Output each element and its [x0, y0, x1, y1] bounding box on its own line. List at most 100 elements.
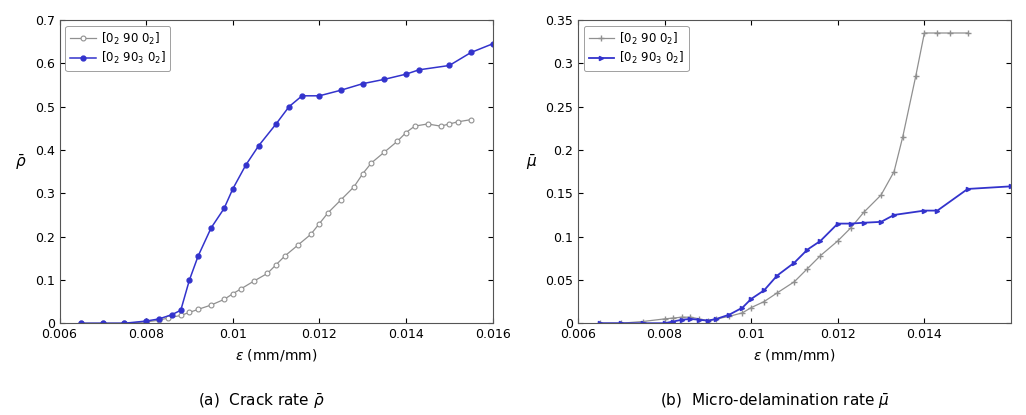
$[0_2\ 90_3\ 0_2]$ [659, 321, 671, 326]
$[0_2\ 90_3\ 0_2]$ [379, 77, 391, 82]
$[0_2\ 90\ 0_2]$ [465, 117, 477, 122]
$[0_2\ 90\ 0_2]$ [637, 319, 649, 324]
$[0_2\ 90_3\ 0_2]$ [75, 321, 87, 326]
$[0_2\ 90_3\ 0_2]$ [334, 88, 347, 93]
$[0_2\ 90_3\ 0_2]$ [240, 163, 252, 168]
$[0_2\ 90\ 0_2]$ [192, 307, 204, 312]
$[0_2\ 90\ 0_2]$ [875, 193, 887, 198]
Line: $[0_2\ 90\ 0_2]$: $[0_2\ 90\ 0_2]$ [597, 30, 971, 326]
$[0_2\ 90\ 0_2]$ [676, 315, 688, 320]
Line: $[0_2\ 90\ 0_2]$: $[0_2\ 90\ 0_2]$ [79, 117, 473, 326]
Legend: $[0_2\ 90\ 0_2]$, $[0_2\ 90_3\ 0_2]$: $[0_2\ 90\ 0_2]$, $[0_2\ 90_3\ 0_2]$ [584, 26, 688, 71]
Text: (b)  Micro-delamination rate $\bar{\mu}$: (b) Micro-delamination rate $\bar{\mu}$ [660, 392, 890, 411]
$[0_2\ 90_3\ 0_2]$ [858, 220, 870, 225]
$[0_2\ 90_3\ 0_2]$ [676, 317, 688, 322]
$[0_2\ 90\ 0_2]$ [322, 210, 334, 215]
$[0_2\ 90\ 0_2]$ [174, 313, 187, 318]
$[0_2\ 90\ 0_2]$ [379, 150, 391, 155]
$[0_2\ 90\ 0_2]$ [391, 139, 403, 144]
$[0_2\ 90\ 0_2]$ [291, 243, 304, 248]
$[0_2\ 90\ 0_2]$ [140, 320, 152, 325]
$[0_2\ 90_3\ 0_2]$ [788, 260, 800, 265]
$[0_2\ 90\ 0_2]$ [443, 122, 456, 127]
$[0_2\ 90_3\ 0_2]$ [844, 221, 857, 226]
$[0_2\ 90_3\ 0_2]$ [218, 206, 230, 211]
$[0_2\ 90\ 0_2]$ [96, 321, 109, 326]
$[0_2\ 90\ 0_2]$ [815, 253, 827, 258]
$[0_2\ 90\ 0_2]$ [400, 130, 412, 135]
$[0_2\ 90_3\ 0_2]$ [875, 220, 887, 225]
$[0_2\ 90\ 0_2]$ [422, 122, 434, 127]
$[0_2\ 90_3\ 0_2]$ [918, 208, 931, 213]
$[0_2\ 90\ 0_2]$ [162, 315, 174, 320]
$[0_2\ 90\ 0_2]$ [75, 321, 87, 326]
$[0_2\ 90\ 0_2]$ [788, 279, 800, 284]
$[0_2\ 90_3\ 0_2]$ [357, 81, 369, 86]
$[0_2\ 90_3\ 0_2]$ [1004, 184, 1017, 189]
$[0_2\ 90\ 0_2]$ [334, 197, 347, 202]
$[0_2\ 90_3\ 0_2]$ [252, 143, 265, 148]
$[0_2\ 90_3\ 0_2]$ [184, 277, 196, 282]
Line: $[0_2\ 90_3\ 0_2]$: $[0_2\ 90_3\ 0_2]$ [79, 42, 496, 326]
$[0_2\ 90_3\ 0_2]$ [465, 50, 477, 55]
$[0_2\ 90_3\ 0_2]$ [758, 288, 771, 293]
$[0_2\ 90\ 0_2]$ [365, 161, 378, 166]
$[0_2\ 90\ 0_2]$ [262, 271, 274, 276]
$[0_2\ 90\ 0_2]$ [771, 290, 783, 295]
$[0_2\ 90_3\ 0_2]$ [815, 239, 827, 244]
X-axis label: $\varepsilon$ (mm/mm): $\varepsilon$ (mm/mm) [753, 347, 835, 363]
$[0_2\ 90_3\ 0_2]$ [192, 254, 204, 259]
$[0_2\ 90_3\ 0_2]$ [832, 221, 844, 226]
$[0_2\ 90\ 0_2]$ [248, 278, 261, 283]
$[0_2\ 90\ 0_2]$ [758, 299, 771, 304]
$[0_2\ 90\ 0_2]$ [305, 232, 317, 237]
$[0_2\ 90\ 0_2]$ [235, 286, 247, 291]
$[0_2\ 90_3\ 0_2]$ [412, 67, 425, 72]
$[0_2\ 90\ 0_2]$ [693, 316, 705, 321]
$[0_2\ 90_3\ 0_2]$ [710, 316, 722, 321]
$[0_2\ 90_3\ 0_2]$ [400, 72, 412, 77]
$[0_2\ 90_3\ 0_2]$ [118, 321, 130, 326]
$[0_2\ 90\ 0_2]$ [348, 184, 360, 189]
$[0_2\ 90_3\ 0_2]$ [615, 321, 627, 326]
$[0_2\ 90\ 0_2]$ [801, 266, 814, 271]
$[0_2\ 90_3\ 0_2]$ [593, 321, 605, 326]
$[0_2\ 90\ 0_2]$ [184, 310, 196, 315]
$[0_2\ 90_3\ 0_2]$ [96, 321, 109, 326]
$[0_2\ 90_3\ 0_2]$ [667, 319, 679, 324]
$[0_2\ 90\ 0_2]$ [745, 305, 757, 310]
$[0_2\ 90_3\ 0_2]$ [486, 42, 499, 46]
$[0_2\ 90\ 0_2]$ [434, 124, 446, 129]
$[0_2\ 90_3\ 0_2]$ [961, 186, 974, 191]
$[0_2\ 90_3\ 0_2]$ [443, 63, 456, 68]
$[0_2\ 90\ 0_2]$ [118, 321, 130, 326]
$[0_2\ 90\ 0_2]$ [313, 221, 325, 226]
$[0_2\ 90_3\ 0_2]$ [887, 212, 900, 217]
$[0_2\ 90\ 0_2]$ [887, 169, 900, 174]
$[0_2\ 90_3\ 0_2]$ [295, 93, 308, 98]
$[0_2\ 90_3\ 0_2]$ [737, 305, 749, 310]
$[0_2\ 90\ 0_2]$ [684, 315, 697, 320]
$[0_2\ 90\ 0_2]$ [932, 31, 944, 36]
$[0_2\ 90_3\ 0_2]$ [637, 321, 649, 326]
$[0_2\ 90_3\ 0_2]$ [174, 308, 187, 313]
$[0_2\ 90\ 0_2]$ [844, 225, 857, 230]
$[0_2\ 90_3\ 0_2]$ [745, 296, 757, 301]
$[0_2\ 90\ 0_2]$ [270, 262, 282, 267]
$[0_2\ 90\ 0_2]$ [667, 315, 679, 320]
$[0_2\ 90\ 0_2]$ [153, 318, 165, 323]
$[0_2\ 90_3\ 0_2]$ [227, 186, 239, 191]
$[0_2\ 90\ 0_2]$ [279, 254, 291, 259]
$[0_2\ 90\ 0_2]$ [944, 31, 956, 36]
$[0_2\ 90_3\ 0_2]$ [283, 104, 295, 109]
Text: (a)  Crack rate $\bar{\rho}$: (a) Crack rate $\bar{\rho}$ [198, 392, 325, 411]
$[0_2\ 90_3\ 0_2]$ [702, 318, 714, 323]
$[0_2\ 90\ 0_2]$ [737, 310, 749, 315]
Line: $[0_2\ 90_3\ 0_2]$: $[0_2\ 90_3\ 0_2]$ [597, 184, 1013, 325]
$[0_2\ 90_3\ 0_2]$ [166, 312, 179, 317]
$[0_2\ 90\ 0_2]$ [710, 316, 722, 321]
$[0_2\ 90\ 0_2]$ [227, 291, 239, 296]
Y-axis label: $\bar{\rho}$: $\bar{\rho}$ [15, 152, 27, 172]
$[0_2\ 90_3\ 0_2]$ [693, 317, 705, 322]
X-axis label: $\varepsilon$ (mm/mm): $\varepsilon$ (mm/mm) [235, 347, 317, 363]
